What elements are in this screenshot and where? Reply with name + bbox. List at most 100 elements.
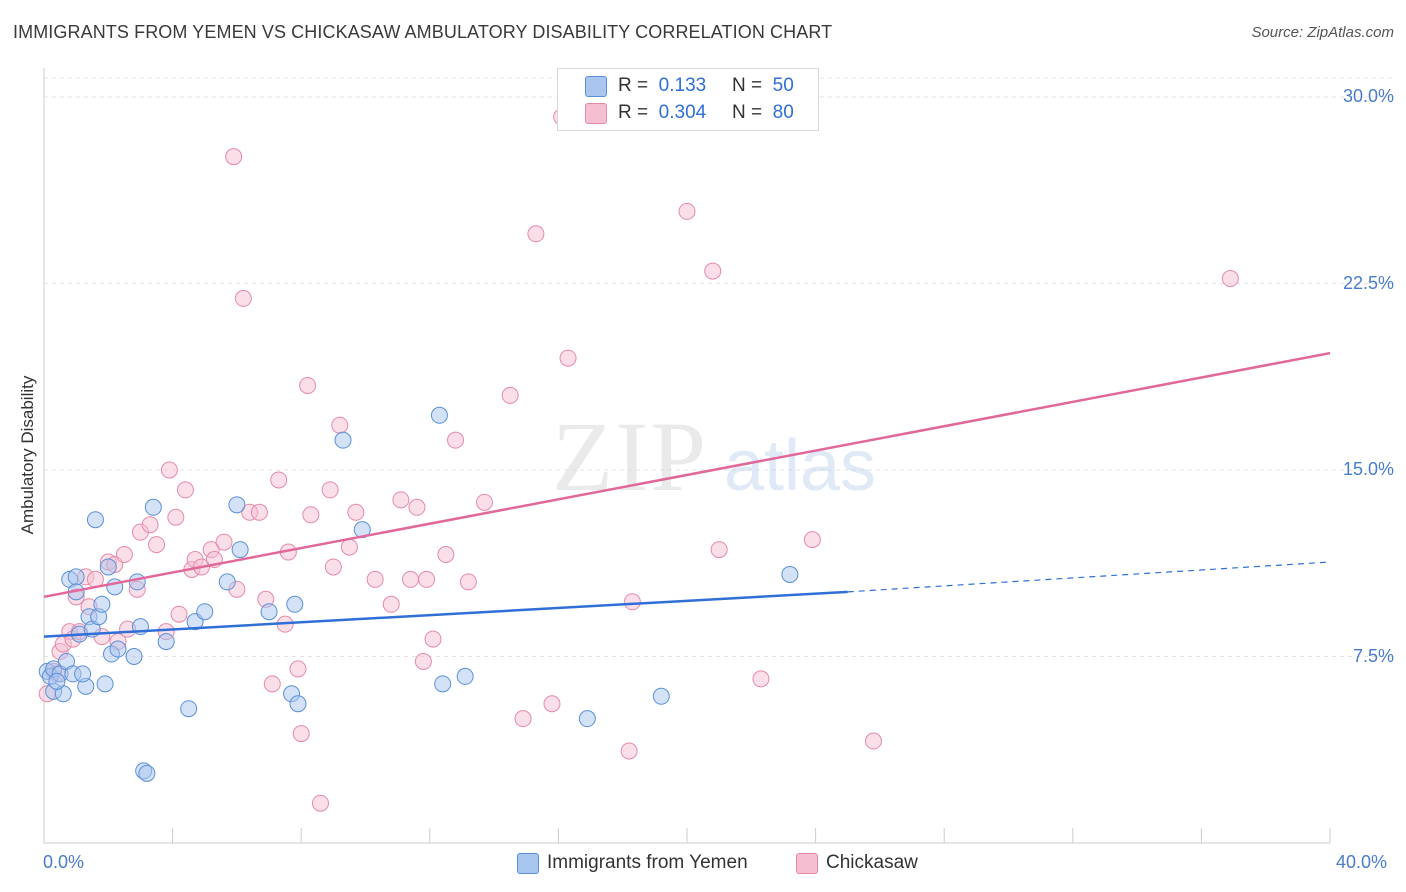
bottom-legend-label: Immigrants from Yemen xyxy=(547,852,748,873)
source-credit: Source: ZipAtlas.com xyxy=(1251,24,1394,41)
legend-swatch-blue xyxy=(585,76,607,97)
yemen-point xyxy=(289,695,307,713)
watermark-atlas: atlas xyxy=(724,426,876,506)
chickasaw-point xyxy=(392,491,410,509)
yemen-point xyxy=(96,675,114,693)
yemen-point xyxy=(125,648,143,665)
chickasaw-point xyxy=(710,541,728,559)
chickasaw-point xyxy=(160,461,178,479)
legend-n-value: 50 xyxy=(772,75,794,96)
chickasaw-point xyxy=(250,503,268,521)
yemen-point xyxy=(286,595,304,613)
chickasaw-point xyxy=(402,570,420,588)
chickasaw-point xyxy=(527,225,545,243)
yemen-point xyxy=(144,498,162,516)
yemen-point xyxy=(157,633,175,651)
chickasaw-point xyxy=(620,742,638,760)
chickasaw-point xyxy=(234,289,252,307)
yemen-point xyxy=(74,665,92,683)
trend-lines xyxy=(43,351,1331,638)
gridlines xyxy=(44,77,1392,657)
chickasaw-point xyxy=(704,262,722,280)
legend-r-label: R = xyxy=(618,75,649,96)
chickasaw-point xyxy=(424,630,442,648)
y-tick-label: 7.5% xyxy=(1352,645,1394,666)
chickasaw-point xyxy=(292,725,310,743)
chickasaw-point xyxy=(678,202,696,220)
chickasaw-point xyxy=(331,416,349,434)
chickasaw-point xyxy=(752,670,770,688)
yemen-point xyxy=(218,573,236,591)
yemen-point xyxy=(86,511,104,529)
yemen-point xyxy=(128,573,146,591)
series-chickasaw-points xyxy=(38,108,1239,812)
chickasaw-point xyxy=(167,508,185,526)
legend-r-value: 0.304 xyxy=(658,102,707,123)
chickasaw-point xyxy=(115,546,133,564)
legend-r-label: R = xyxy=(618,102,649,123)
chickasaw-point xyxy=(311,794,329,812)
chickasaw-point xyxy=(347,503,365,521)
chickasaw-point xyxy=(225,148,243,166)
yemen-point xyxy=(109,640,127,658)
chickasaw-point xyxy=(299,376,317,394)
yemen-point xyxy=(434,675,452,693)
legend-r-value: 0.133 xyxy=(658,75,707,96)
yemen-point xyxy=(228,496,246,514)
y-tick-label: 30.0% xyxy=(1342,86,1394,106)
chickasaw-point xyxy=(475,493,493,511)
chickasaw-trend-line xyxy=(43,351,1331,599)
yemen-point xyxy=(196,603,214,621)
watermark: ZIP atlas xyxy=(552,401,876,512)
chickasaw-point xyxy=(418,570,436,588)
x-tick-label-min: 0.0% xyxy=(43,852,85,872)
chickasaw-point xyxy=(414,652,432,670)
chickasaw-point xyxy=(501,386,519,404)
chickasaw-point xyxy=(215,533,233,551)
chickasaw-point xyxy=(176,481,194,499)
yemen-point xyxy=(93,595,111,613)
chickasaw-point xyxy=(408,498,426,516)
yemen-trend-extension xyxy=(847,561,1331,593)
watermark-zip: ZIP xyxy=(552,401,708,512)
chickasaw-point xyxy=(270,471,288,489)
legend-row-chickasaw: R = 0.304 N = 80 xyxy=(558,101,818,127)
yemen-point xyxy=(334,431,352,449)
chickasaw-point xyxy=(340,538,358,556)
chickasaw-point xyxy=(170,605,188,623)
chickasaw-point xyxy=(382,595,400,613)
yemen-point xyxy=(578,710,596,728)
chickasaw-point xyxy=(447,431,465,449)
yemen-point xyxy=(652,687,670,705)
legend-n-label: N = xyxy=(731,102,763,123)
chickasaw-point xyxy=(803,531,821,549)
yemen-point xyxy=(67,568,85,586)
chickasaw-point xyxy=(366,570,384,588)
legend-swatch-pink xyxy=(585,103,607,124)
yemen-point xyxy=(781,565,799,583)
chickasaw-point xyxy=(543,695,561,713)
axes xyxy=(43,68,1331,844)
chickasaw-point xyxy=(514,710,532,728)
yemen-trend-line xyxy=(43,590,848,638)
y-tick-label: 15.0% xyxy=(1342,459,1394,479)
chickasaw-point xyxy=(1221,270,1239,288)
chickasaw-point xyxy=(559,349,577,367)
chickasaw-point xyxy=(263,675,281,693)
yemen-point xyxy=(231,541,249,559)
yemen-point xyxy=(260,603,278,621)
correlation-legend: R = 0.133 N = 50 R = 0.304 N = 80 xyxy=(557,68,819,131)
legend-n-value: 80 xyxy=(772,102,794,123)
yemen-point xyxy=(456,667,474,685)
chickasaw-point xyxy=(459,573,477,591)
chickasaw-point xyxy=(289,660,307,678)
chickasaw-point xyxy=(148,536,166,554)
chickasaw-point xyxy=(324,558,342,576)
chickasaw-point xyxy=(141,516,159,534)
chickasaw-point xyxy=(864,732,882,750)
chickasaw-point xyxy=(321,481,339,499)
chart-title: IMMIGRANTS FROM YEMEN VS CHICKASAW AMBUL… xyxy=(13,22,833,42)
yemen-point xyxy=(99,558,117,576)
chickasaw-point xyxy=(302,506,320,524)
